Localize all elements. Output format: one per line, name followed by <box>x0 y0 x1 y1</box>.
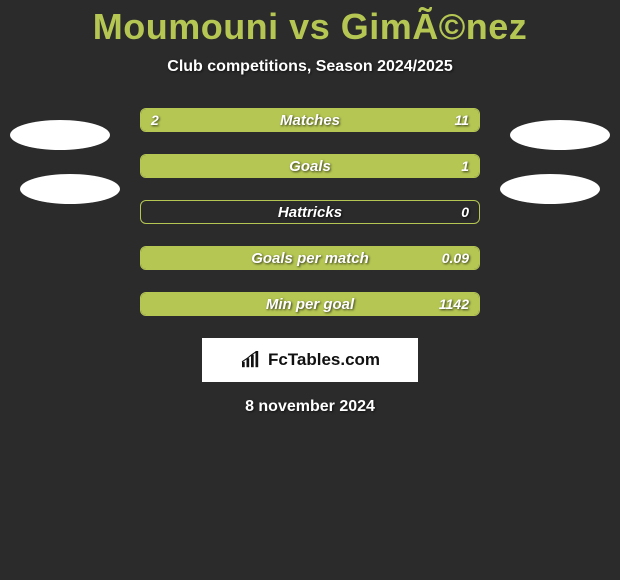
player1-avatar-shape-b <box>20 174 120 204</box>
stat-bar: 211Matches <box>140 108 480 132</box>
player2-avatar-shape-a <box>510 120 610 150</box>
logo-text: FcTables.com <box>268 350 380 370</box>
stat-value-right: 0 <box>451 201 479 223</box>
stat-bar: 1Goals <box>140 154 480 178</box>
stat-bar: 0.09Goals per match <box>140 246 480 270</box>
stat-label: Hattricks <box>141 201 479 223</box>
player1-avatar-shape-a <box>10 120 110 150</box>
bars-icon <box>240 351 262 369</box>
bar-fill-right <box>141 247 479 269</box>
stat-bar: 1142Min per goal <box>140 292 480 316</box>
stat-bars: 211Matches 1Goals 0Hattricks 0.09Goals per … <box>140 108 480 316</box>
fctables-logo[interactable]: FcTables.com <box>202 338 418 382</box>
bar-fill-right <box>141 293 479 315</box>
player2-avatar-shape-b <box>500 174 600 204</box>
bar-fill-left <box>141 109 193 131</box>
bar-fill-right <box>193 109 479 131</box>
snapshot-date: 8 november 2024 <box>0 398 620 416</box>
bar-fill-right <box>141 155 479 177</box>
comparison-subtitle: Club competitions, Season 2024/2025 <box>0 58 620 76</box>
comparison-title: Moumouni vs GimÃ©nez <box>0 0 620 48</box>
stat-bar: 0Hattricks <box>140 200 480 224</box>
